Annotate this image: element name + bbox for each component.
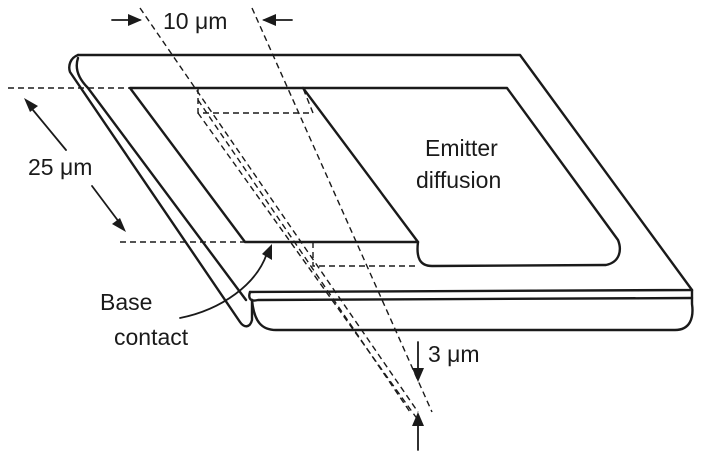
emitter-label-line2: diffusion: [416, 167, 501, 193]
base-contact-arrowhead: [262, 244, 272, 260]
base-contact-label: Base contact: [100, 244, 272, 350]
width-dimension-label: 10 μm: [163, 8, 227, 34]
emitter-label: Emitter diffusion: [416, 135, 501, 193]
base-contact-label-line1: Base: [100, 289, 152, 315]
width-dimension: 10 μm: [111, 8, 293, 34]
length-dimension: 25 μm: [24, 98, 126, 232]
substrate-slab: [68, 53, 694, 332]
depth-dimension: 3 μm: [412, 341, 480, 451]
base-contact-label-line2: contact: [114, 324, 189, 350]
length-dimension-label: 25 μm: [28, 154, 92, 180]
emitter-region: [301, 86, 621, 268]
depth-dimension-label: 3 μm: [428, 341, 480, 367]
emitter-label-line1: Emitter: [425, 135, 498, 161]
base-contact-leader: [179, 249, 269, 319]
dashed-guides: [8, 7, 433, 421]
